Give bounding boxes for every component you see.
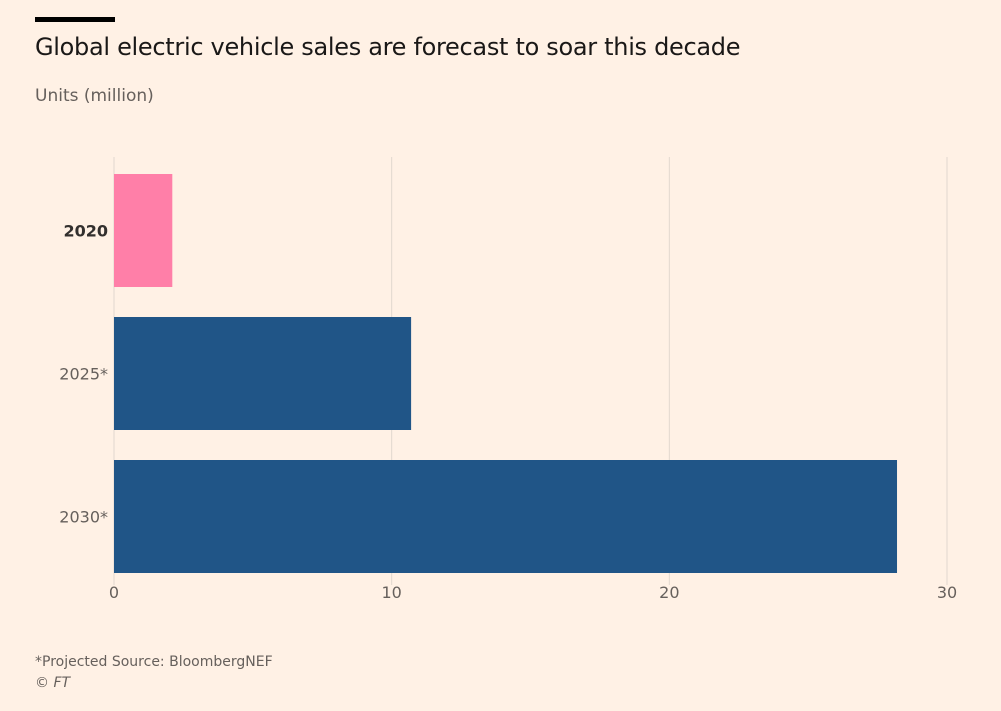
x-tick-label: 30 [937,583,957,602]
header-rule [35,17,115,22]
x-tick-label: 10 [381,583,401,602]
y-category-label: 2020 [63,222,108,241]
y-category-label: 2025* [59,365,108,384]
bar-2025 [114,317,412,430]
copyright: © FT [35,675,71,691]
y-category-label: 2030* [59,508,108,527]
bar-2030 [114,460,898,573]
bar-2020 [114,174,173,287]
footnote-source: *Projected Source: BloombergNEF [35,654,273,670]
chart-subtitle: Units (million) [35,86,154,106]
x-tick-label: 0 [109,583,119,602]
chart-title: Global electric vehicle sales are foreca… [35,33,741,61]
x-tick-label: 20 [659,583,679,602]
